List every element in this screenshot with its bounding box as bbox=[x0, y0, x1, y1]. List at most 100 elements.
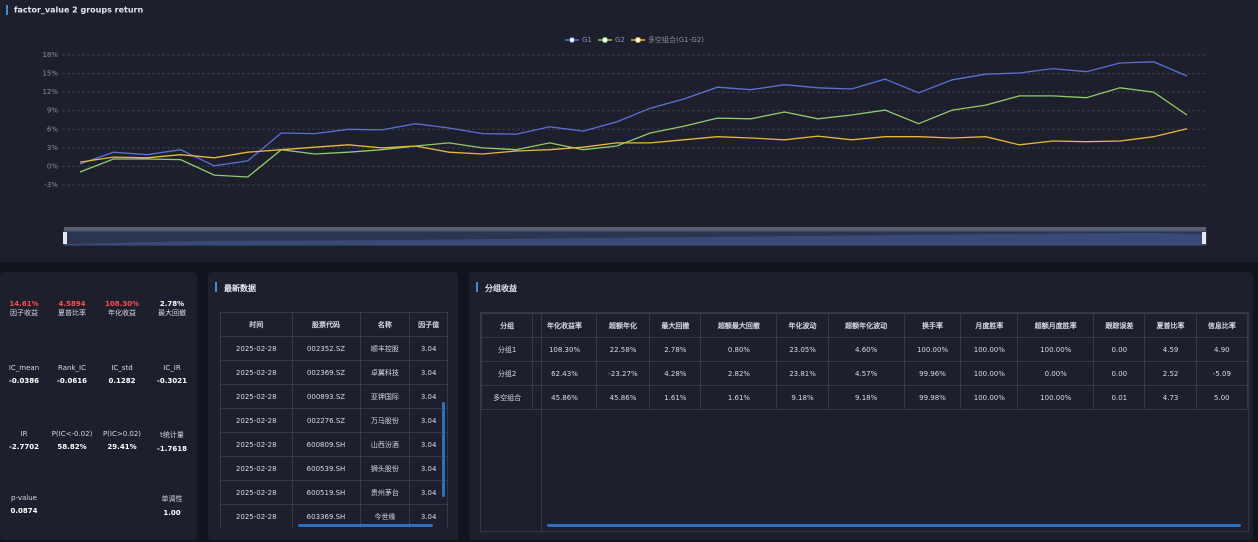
column-header: 因子值 bbox=[409, 312, 448, 337]
table-wrap: 时间 股票代码 名称 因子值 2025-02-28 002352.SZ 顺丰控股 3.04 20… bbox=[220, 312, 448, 528]
row: 2025-02-28 600519.SH 贵州茅台 3.04 bbox=[220, 480, 448, 505]
metric-value: -1.7618 bbox=[157, 445, 187, 453]
metric-label: 年化收益 bbox=[108, 309, 136, 317]
metric-value: 0.0874 bbox=[10, 507, 38, 515]
column-header: 超额年化波动 bbox=[827, 313, 905, 338]
header-row: 时间 股票代码 名称 因子值 bbox=[220, 312, 448, 337]
column-header: 月度胜率 bbox=[960, 313, 1019, 338]
metric-label: IC_mean bbox=[8, 364, 40, 372]
y-tick-label: 18% bbox=[42, 51, 58, 59]
cell: 100.00% bbox=[1017, 337, 1095, 362]
metric-value: -0.3021 bbox=[157, 377, 187, 385]
metric: t统计量 -1.7618 bbox=[148, 430, 196, 453]
cell: 2025-02-28 bbox=[220, 456, 293, 481]
row: 分组1 108.30% 22.58% 2.78% 0.80% 23.05% 4.60% 100… bbox=[481, 337, 1248, 362]
cell: 100.00% bbox=[960, 361, 1019, 386]
metric-value: 4.5894 bbox=[58, 300, 86, 308]
cell: 000893.SZ bbox=[291, 384, 361, 409]
metric-label: 因子收益 bbox=[10, 309, 38, 317]
cell: 23.05% bbox=[776, 337, 829, 362]
cell: 100.00% bbox=[1017, 385, 1095, 410]
cell: 45.86% bbox=[595, 385, 651, 410]
column-header: 夏普比率 bbox=[1144, 313, 1197, 338]
cell: -5.09 bbox=[1195, 361, 1248, 386]
row: 2025-02-28 002352.SZ 顺丰控股 3.04 bbox=[220, 336, 448, 361]
cell: 1.61% bbox=[700, 385, 778, 410]
cell: 002276.SZ bbox=[291, 408, 361, 433]
cell: 3.04 bbox=[409, 408, 448, 433]
column-header: 最大回撤 bbox=[649, 313, 702, 338]
cell: 100.00% bbox=[903, 337, 962, 362]
slider-handle[interactable] bbox=[63, 232, 67, 244]
column-header: 信息比率 bbox=[1195, 313, 1248, 338]
legend-label: G2 bbox=[615, 36, 625, 44]
metric: IR -2.7702 bbox=[0, 430, 48, 451]
metric-value: 108.30% bbox=[104, 300, 140, 308]
metric-value: 2.78% bbox=[159, 300, 185, 308]
metric: Rank_IC -0.0616 bbox=[48, 364, 96, 385]
metric: 2.78% 最大回撤 bbox=[148, 300, 196, 318]
latest-table: 时间 股票代码 名称 因子值 2025-02-28 002352.SZ 顺丰控股 3.04 20… bbox=[220, 312, 448, 528]
chart-title: factor_value 2 groups return bbox=[14, 6, 143, 15]
cell: 600519.SH bbox=[291, 480, 361, 505]
title-accent bbox=[6, 5, 8, 15]
y-tick-label: 12% bbox=[42, 88, 58, 96]
cell: 2.52 bbox=[1144, 361, 1197, 386]
cell: 62.43% bbox=[532, 361, 597, 386]
cell: 4.60% bbox=[827, 337, 905, 362]
title-accent bbox=[476, 282, 478, 292]
cell: 2.82% bbox=[700, 361, 778, 386]
cell: 0.00 bbox=[1093, 337, 1146, 362]
cell: 23.81% bbox=[776, 361, 829, 386]
metric-value: 0.1282 bbox=[108, 377, 136, 385]
cell: 108.30% bbox=[532, 337, 597, 362]
scrollbar[interactable] bbox=[442, 402, 445, 497]
metric-label: IR bbox=[20, 430, 28, 438]
y-tick-label: 3% bbox=[47, 144, 58, 152]
cell: 2025-02-28 bbox=[220, 432, 293, 457]
scrollbar[interactable] bbox=[547, 524, 1241, 527]
legend-label: G1 bbox=[582, 36, 592, 44]
slider-preview bbox=[66, 233, 1204, 245]
cell: 分组1 bbox=[481, 337, 534, 362]
cell: 2025-02-28 bbox=[220, 360, 293, 385]
column-header: 超额月度胜率 bbox=[1017, 313, 1095, 338]
column-header: 分组 bbox=[481, 313, 534, 338]
metric-value: 1.00 bbox=[163, 509, 181, 517]
metric: 14.61% 因子收益 bbox=[0, 300, 48, 318]
y-tick-label: 15% bbox=[42, 70, 58, 78]
column-header: 超额最大回撤 bbox=[700, 313, 778, 338]
legend-marker bbox=[569, 37, 575, 43]
cell: 3.04 bbox=[409, 360, 448, 385]
cell: 2025-02-28 bbox=[220, 408, 293, 433]
metric-label: P(IC<-0.02) bbox=[51, 430, 93, 438]
cell: 卓翼科技 bbox=[359, 360, 411, 385]
cell: 45.86% bbox=[532, 385, 597, 410]
cell: 3.04 bbox=[409, 432, 448, 457]
metric: IC_IR -0.3021 bbox=[148, 364, 196, 385]
column-header: 名称 bbox=[359, 312, 411, 337]
legend-marker bbox=[635, 37, 641, 43]
cell: 3.04 bbox=[409, 336, 448, 361]
metric: IC_mean -0.0386 bbox=[0, 364, 48, 385]
y-tick-label: 0% bbox=[47, 162, 58, 170]
metric: P(IC>0.02) 29.41% bbox=[98, 430, 146, 451]
chart-panel: factor_value 2 groups return -3% 0% 3% 6% 9%… bbox=[0, 0, 1258, 262]
metric-label: Rank_IC bbox=[58, 364, 86, 372]
cell: 4.73 bbox=[1144, 385, 1197, 410]
cell: 9.18% bbox=[776, 385, 829, 410]
slider-handle[interactable] bbox=[1202, 232, 1206, 244]
cell: 万马股份 bbox=[359, 408, 411, 433]
cell: 100.00% bbox=[960, 385, 1019, 410]
panel-title: 分组收益 bbox=[485, 284, 517, 293]
scrollbar[interactable] bbox=[298, 524, 433, 527]
cell: 0.01 bbox=[1093, 385, 1146, 410]
metric-value: 58.82% bbox=[57, 443, 87, 451]
row: 2025-02-28 600539.SH 狮头股份 3.04 bbox=[220, 456, 448, 481]
cell: 2.78% bbox=[649, 337, 702, 362]
metric-label: p-value bbox=[11, 494, 37, 502]
metric-value: -0.0386 bbox=[9, 377, 39, 385]
cell: 亚钾国际 bbox=[359, 384, 411, 409]
cell: 多空组合 bbox=[481, 385, 534, 410]
